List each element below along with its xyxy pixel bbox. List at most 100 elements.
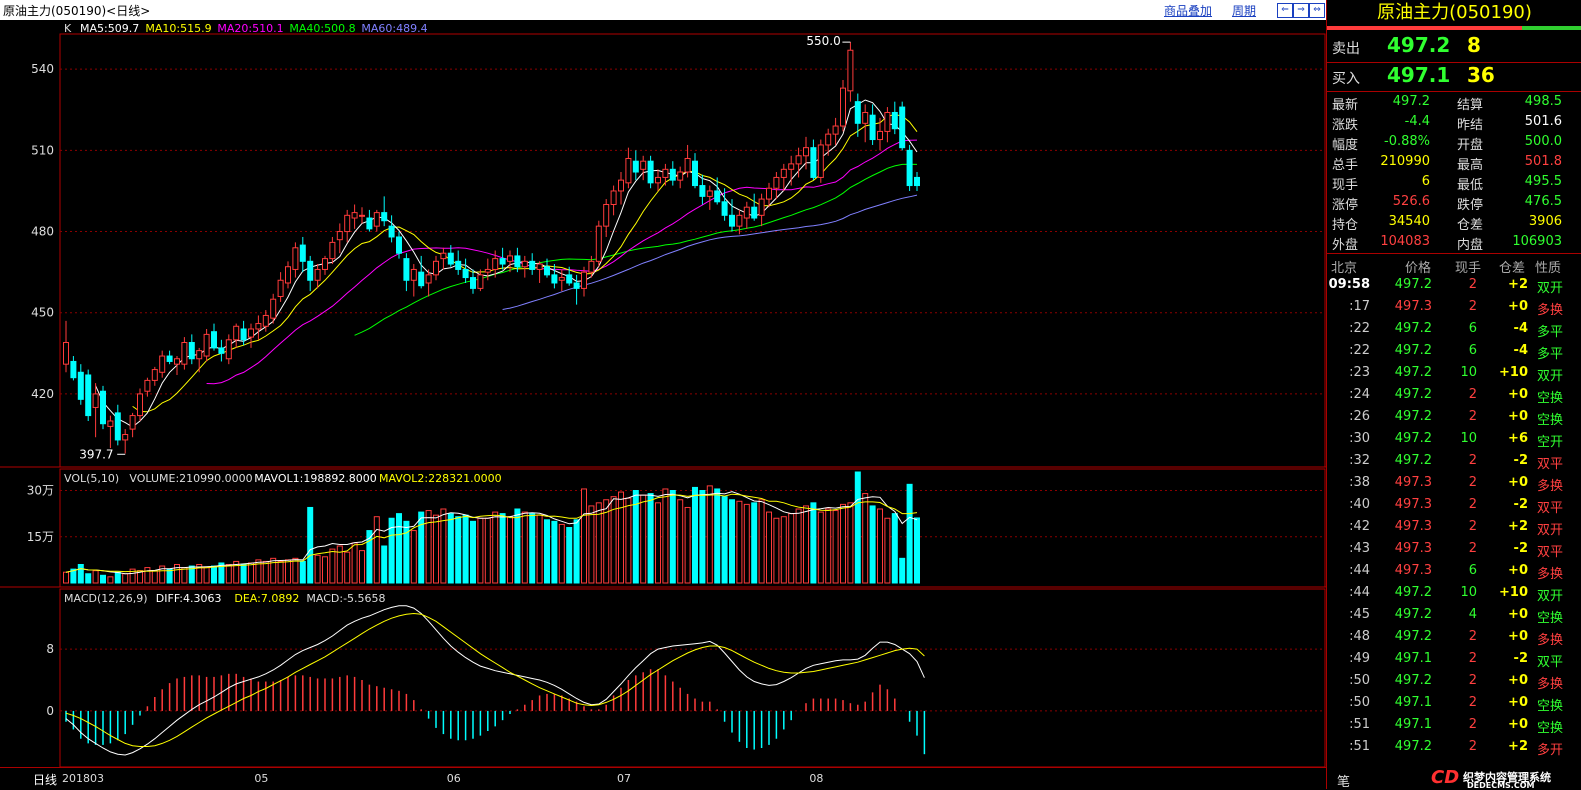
tick-nature: 空换 [1537,611,1564,626]
volume-legend: MAVOL1:198892.8000 [254,472,377,485]
tick-volume: 2 [1468,541,1477,556]
stat-label: 最新 [1332,98,1359,113]
overlay-link[interactable]: 商品叠加 [1164,4,1213,18]
ma5-line [95,99,918,428]
tick-row[interactable]: :44 497.2 10 +10 双开 [1327,583,1581,605]
tick-row[interactable]: :22 497.2 6 -4 多平 [1327,341,1581,363]
candle-up [122,434,129,441]
nav-zoom-button[interactable]: ⇔ [1309,3,1325,18]
stat-row: 现手 6 最低 495.5 [1327,172,1581,193]
volume-bar-down [455,516,462,584]
bid-label: 买入 [1332,71,1360,87]
tick-row[interactable]: :51 497.2 2 +2 多开 [1327,737,1581,759]
volume-bar-up [292,557,299,584]
tick-oi-change: +0 [1508,717,1528,732]
candle-up [743,206,750,219]
tick-price: 497.1 [1394,717,1432,732]
ma-legend: MA40:500.8 [289,22,355,35]
volume-bar-down [514,508,521,584]
tick-row[interactable]: :50 497.2 2 +0 多换 [1327,671,1581,693]
tick-volume: 2 [1468,673,1477,688]
candle-up [758,198,765,216]
candle-down [647,160,654,184]
tick-volume: 2 [1468,409,1477,424]
candle-up [233,325,240,341]
stat-value: 476.5 [1524,194,1562,209]
tick-row[interactable]: :24 497.2 2 +0 空换 [1327,385,1581,407]
tick-row[interactable]: :49 497.1 2 -2 双平 [1327,649,1581,671]
stat-label: 现手 [1332,178,1359,193]
volume-bar-up [203,567,210,584]
tick-time: 09:58 [1328,277,1370,292]
volume-bar-up [277,560,284,584]
tick-row[interactable]: :26 497.2 2 +0 空换 [1327,407,1581,429]
candle-up [129,415,136,430]
tick-row[interactable]: :30 497.2 10 +6 空开 [1327,429,1581,451]
candle-down [810,147,817,178]
volume-bar-up [736,500,743,584]
volume-bar-down [211,565,217,584]
stat-label: 昨结 [1457,118,1484,133]
tick-time: :45 [1349,607,1370,622]
candle-down [388,225,395,238]
candle-down [891,111,898,130]
tick-row[interactable]: :51 497.1 2 +0 空换 [1327,715,1581,737]
nav-left-button[interactable]: ⇐ [1277,3,1293,18]
tick-oi-change: -2 [1513,453,1528,468]
volume-bar-down [218,562,225,584]
candle-up [521,260,528,268]
volume-bar-up [63,571,69,584]
tick-row[interactable]: :22 497.2 6 -4 多平 [1327,319,1581,341]
candle-down [396,236,402,254]
candle-up [484,268,491,273]
candle-down [70,360,77,379]
tick-time: :30 [1349,431,1370,446]
candle-up [314,268,321,281]
tick-nature: 多平 [1537,347,1564,362]
tick-row[interactable]: :43 497.3 2 -2 双平 [1327,539,1581,561]
tick-header-nature: 性质 [1535,261,1562,276]
tick-row[interactable]: :45 497.2 4 +0 空换 [1327,605,1581,627]
macd-legend: DIFF:4.3063 [156,592,222,605]
volume-bar-up [314,554,321,584]
tick-row[interactable]: 09:58 497.2 2 +2 双开 [1327,275,1581,297]
price-tick-label: 510 [31,143,54,157]
period-link[interactable]: 周期 [1232,4,1257,18]
candle-up [780,168,787,178]
nav-right-button[interactable]: ⇒ [1293,3,1309,18]
volume-bar-up [773,517,780,584]
quote-side-panel: 原油主力(050190) 卖出 497.2 8 买入 497.1 36 最新 49… [1326,0,1581,790]
price-panel-frame [59,33,1326,468]
volume-bar-up [92,570,99,584]
candle-up [877,130,883,141]
candle-up [196,350,203,360]
candle-up [92,393,99,408]
ma-legend: MA5:509.7 [80,22,139,35]
tick-row[interactable]: :44 497.3 6 +0 多换 [1327,561,1581,583]
tick-row[interactable]: :48 497.2 2 +0 多换 [1327,627,1581,649]
divider [1327,62,1581,63]
candle-up [684,157,691,173]
tick-price: 497.2 [1394,431,1432,446]
tick-volume: 2 [1468,453,1477,468]
tick-volume: 2 [1468,629,1477,644]
volume-bar-up [788,513,795,584]
x-axis-label: 201803 [62,772,104,785]
tick-volume: 10 [1460,365,1477,380]
tick-row[interactable]: :17 497.3 2 +0 多换 [1327,297,1581,319]
volume-bar-down [751,502,758,584]
tick-row[interactable]: :38 497.3 2 +0 多换 [1327,473,1581,495]
tick-row[interactable]: :50 497.1 2 +0 空换 [1327,693,1581,715]
tick-row[interactable]: :42 497.3 2 +2 双开 [1327,517,1581,539]
tick-row[interactable]: :32 497.2 2 -2 双平 [1327,451,1581,473]
volume-bar-up [322,556,328,584]
tick-row[interactable]: :23 497.2 10 +10 双开 [1327,363,1581,385]
candle-up [610,190,617,205]
tick-row[interactable]: :40 497.3 2 -2 双平 [1327,495,1581,517]
volume-bar-up [766,511,772,584]
tick-nature: 双平 [1537,457,1564,472]
ma40-line [354,163,918,336]
candle-up [795,155,802,165]
candle-up [736,214,743,227]
chart-area[interactable]: 420 450 480 510 540 K MA5:509.7 MA10:515.9 MA20:… [0,20,1326,767]
